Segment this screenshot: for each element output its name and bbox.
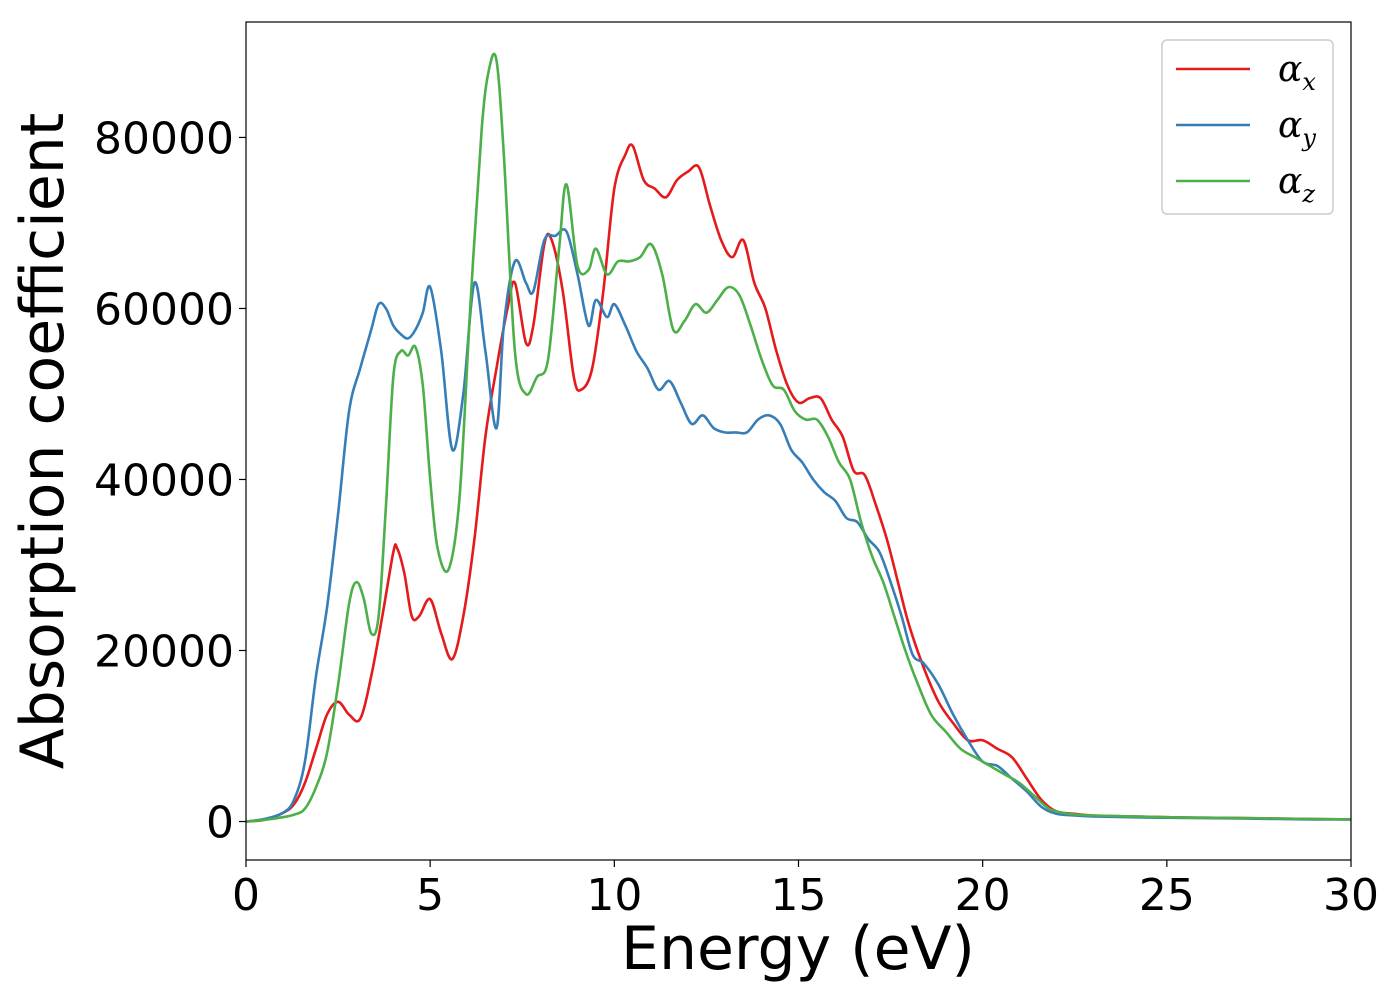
y-tick-label: 60000 [94, 284, 234, 335]
x-tick-label: 15 [771, 870, 827, 921]
legend-box [1161, 39, 1334, 215]
y-tick-label: 40000 [94, 455, 234, 506]
legend: αx αy αz [1161, 39, 1334, 215]
x-tick-label: 0 [232, 870, 260, 921]
x-tick-label: 10 [586, 870, 642, 921]
series-line-z [245, 52, 1352, 823]
series-line-x [245, 143, 1352, 823]
x-axis-ticks: 0 5 10 15 20 25 30 [232, 860, 1379, 921]
series-lines [245, 52, 1352, 823]
legend-label-z: αz [1278, 161, 1315, 208]
y-tick-label: 20000 [94, 627, 234, 678]
x-tick-label: 5 [416, 870, 444, 921]
y-tick-label: 0 [206, 798, 234, 849]
y-tick-label: 80000 [94, 113, 234, 164]
x-axis-title: Energy (eV) [621, 914, 975, 984]
x-tick-label: 30 [1323, 870, 1379, 921]
y-axis-title: Absorption coefficient [8, 113, 78, 770]
legend-label-x: αx [1278, 49, 1316, 96]
x-tick-label: 20 [955, 870, 1011, 921]
y-axis-ticks: 0 20000 40000 60000 80000 [94, 113, 246, 849]
legend-label-y: αy [1278, 105, 1316, 152]
x-tick-label: 25 [1139, 870, 1195, 921]
